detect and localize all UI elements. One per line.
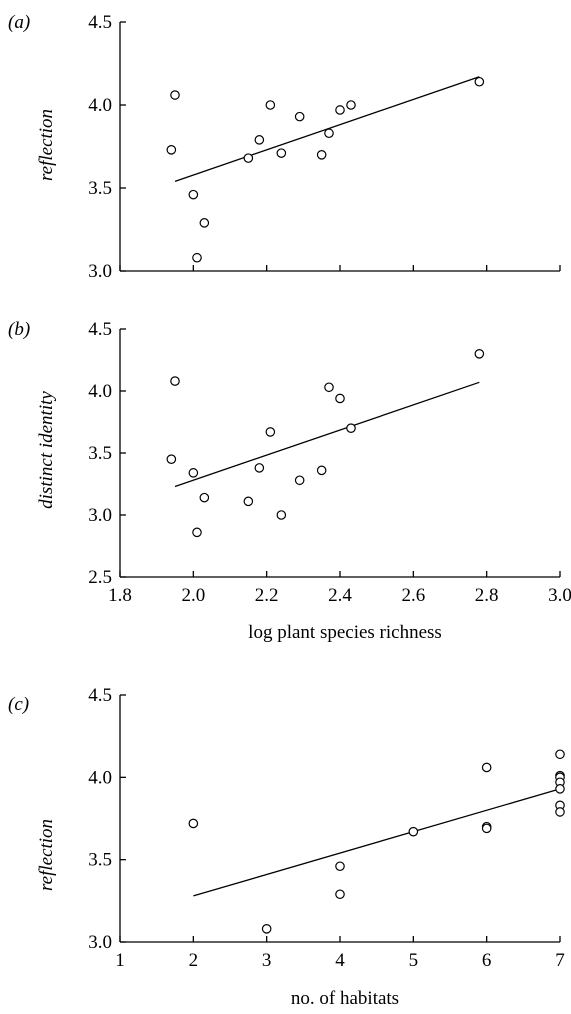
panel-b-data-point (265, 427, 276, 437)
panel-a-plot: 3.0 3.5 4.0 4.5 (88, 12, 561, 282)
panel-b-x-tick-label: 2.0 (181, 585, 205, 606)
panel-a-data-point (324, 128, 334, 139)
panel-b-x-tick-label: 3.0 (548, 585, 571, 606)
panel-b: (b) distinct identity log plant species … (8, 319, 571, 643)
panel-c-x-tick-label: 2 (189, 950, 199, 971)
panel-c-xlabel: no. of habitats (291, 988, 399, 1009)
panel-c-x-tick-label: 5 (409, 950, 419, 971)
panel-b-y-tick-label: 3.5 (88, 443, 112, 464)
panel-b-data-point (170, 376, 180, 386)
panel-c-y-tick-label: 3.0 (88, 932, 112, 953)
panel-b-xlabel: log plant species richness (248, 622, 442, 643)
panel-b-data-point (276, 510, 287, 520)
panel-b-data-point (316, 465, 327, 476)
panel-c-regression-line (193, 788, 561, 897)
panel-c: (c) reflection no. of habitats 3.0 3.5 4.0… (8, 685, 565, 1009)
panel-c-y-tick-label: 4.0 (88, 767, 112, 788)
panel-b-y-tick-label: 2.5 (88, 567, 112, 588)
panel-b-plot: 2.5 3.0 3.5 4.0 4.5 1.8 2.0 2.2 2.4 2.6 2.8 3.0 (88, 319, 571, 606)
panel-b-data-point (188, 468, 199, 478)
panel-c-data-point (555, 749, 565, 760)
panel-a-y-tick-label: 4.5 (88, 12, 112, 33)
panel-a-data-point (166, 145, 177, 155)
panel-c-plot: 3.0 3.5 4.0 4.5 1 2 3 4 5 6 7 (88, 685, 565, 971)
panel-b-data-point (324, 382, 334, 393)
panel-b-data-point (346, 423, 356, 433)
panel-a-data-point (192, 252, 202, 263)
panel-c-data-point (408, 826, 419, 837)
panel-c-data-point (261, 924, 272, 934)
panel-a: (a) reflection 3.0 3.5 4.0 4.5 (8, 12, 561, 282)
panel-c-data-point (555, 784, 565, 794)
panel-b-label: (b) (8, 319, 30, 340)
panel-c-data-point (335, 861, 345, 872)
panel-c-y-tick-label: 4.5 (88, 685, 112, 706)
panel-a-data-point (294, 111, 305, 122)
panel-a-data-point (474, 76, 485, 87)
panel-b-data-point (243, 496, 254, 507)
panel-c-x-tick-label: 4 (335, 950, 345, 971)
panel-c-x-tick-label: 1 (115, 950, 125, 971)
panel-c-label: (c) (8, 694, 29, 715)
panel-b-x-tick-label: 1.8 (108, 585, 132, 606)
panel-b-ylabel: distinct identity (36, 391, 57, 509)
panel-a-data-point (243, 153, 254, 163)
panel-a-data-point (254, 135, 265, 145)
panel-b-x-tick-label: 2.8 (475, 585, 499, 606)
panel-b-data-point (199, 492, 210, 503)
panel-b-y-tick-label: 3.0 (88, 505, 112, 526)
panel-b-data-point (254, 463, 265, 473)
panel-c-x-tick-label: 6 (482, 950, 492, 971)
panel-a-ylabel: reflection (36, 109, 57, 181)
panel-a-label: (a) (8, 12, 30, 33)
panel-a-data-point (276, 148, 287, 158)
panel-b-data-point (294, 475, 305, 486)
panel-a-y-tick-label: 3.0 (88, 261, 112, 282)
panel-c-data-point (555, 807, 565, 817)
panel-c-data-point (481, 762, 492, 773)
panel-c-data-point (481, 823, 492, 834)
panel-c-x-tick-label: 7 (555, 950, 565, 971)
panel-a-y-tick-label: 4.0 (88, 95, 112, 116)
panel-b-x-tick-label: 2.4 (328, 585, 352, 606)
panel-a-data-point (199, 218, 210, 228)
panel-b-data-point (335, 393, 345, 404)
panel-b-x-tick-label: 2.2 (255, 585, 279, 606)
panel-a-data-point (265, 100, 276, 110)
panel-a-data-point (170, 90, 180, 100)
panel-c-ylabel: reflection (36, 819, 57, 891)
panel-a-data-point (188, 189, 199, 200)
panel-b-data-point (192, 527, 202, 538)
panel-b-y-tick-label: 4.5 (88, 319, 112, 340)
panel-c-data-point (335, 889, 345, 900)
panel-b-y-tick-label: 4.0 (88, 381, 112, 402)
panel-a-y-tick-label: 3.5 (88, 178, 112, 199)
panel-b-regression-line (174, 381, 480, 488)
panel-b-x-tick-label: 2.6 (401, 585, 425, 606)
panel-a-data-point (346, 100, 356, 110)
panel-c-x-tick-label: 3 (262, 950, 272, 971)
panel-b-data-point (474, 348, 485, 359)
panel-c-y-tick-label: 3.5 (88, 850, 112, 871)
panel-b-data-point (166, 454, 177, 464)
panel-c-data-point (188, 818, 199, 829)
panel-a-data-point (316, 150, 327, 160)
panel-a-data-point (335, 105, 345, 115)
